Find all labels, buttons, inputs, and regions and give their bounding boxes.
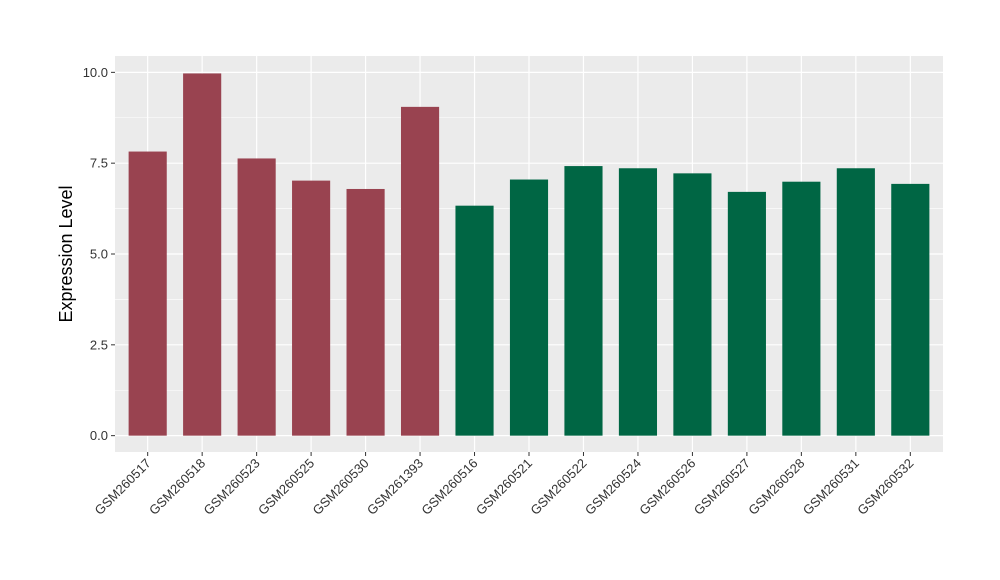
- bar-GSM260518: [183, 73, 222, 436]
- y-tick-label: 0.0: [90, 428, 108, 443]
- x-tick-label: GSM260528: [745, 456, 807, 518]
- y-tick-label: 7.5: [90, 156, 108, 171]
- bar-GSM260517: [128, 151, 167, 436]
- bar-GSM260523: [237, 158, 276, 436]
- x-tick-label: GSM260517: [92, 456, 154, 518]
- x-tick-label: GSM260532: [854, 456, 916, 518]
- x-tick-label: GSM260521: [473, 456, 535, 518]
- bar-GSM260527: [727, 191, 766, 436]
- x-tick-label: GSM260516: [418, 456, 480, 518]
- bar-GSM260521: [509, 179, 549, 436]
- bar-GSM260525: [292, 180, 331, 436]
- x-tick-label: GSM260527: [691, 456, 753, 518]
- x-tick-label: GSM260526: [636, 456, 698, 518]
- x-tick-label: GSM260518: [146, 456, 208, 518]
- bars: [128, 73, 930, 436]
- bar-GSM261393: [400, 106, 440, 436]
- x-tick-label: GSM260522: [527, 456, 589, 518]
- bar-GSM260531: [836, 168, 875, 436]
- y-axis-title: Expression Level: [56, 185, 76, 322]
- x-tick-label: GSM260523: [201, 456, 263, 518]
- x-tick-label: GSM260530: [309, 456, 371, 518]
- bar-GSM260526: [673, 173, 712, 436]
- x-tick-label: GSM260531: [800, 456, 862, 518]
- bar-GSM260524: [618, 168, 658, 436]
- bar-GSM260516: [455, 205, 494, 436]
- x-tick-label: GSM261393: [364, 456, 426, 518]
- y-tick-label: 2.5: [90, 337, 108, 352]
- bar-GSM260522: [564, 166, 603, 436]
- x-axis: GSM260517GSM260518GSM260523GSM260525GSM2…: [92, 452, 916, 518]
- bar-GSM260532: [891, 183, 930, 436]
- bar-GSM260530: [346, 188, 385, 436]
- y-axis: 0.0 2.5 5.0 7.5 10.0: [83, 65, 115, 443]
- y-tick-label: 5.0: [90, 247, 108, 262]
- bar-GSM260528: [782, 181, 821, 436]
- x-tick-label: GSM260525: [255, 456, 317, 518]
- y-tick-label: 10.0: [83, 65, 108, 80]
- x-tick-label: GSM260524: [582, 456, 644, 518]
